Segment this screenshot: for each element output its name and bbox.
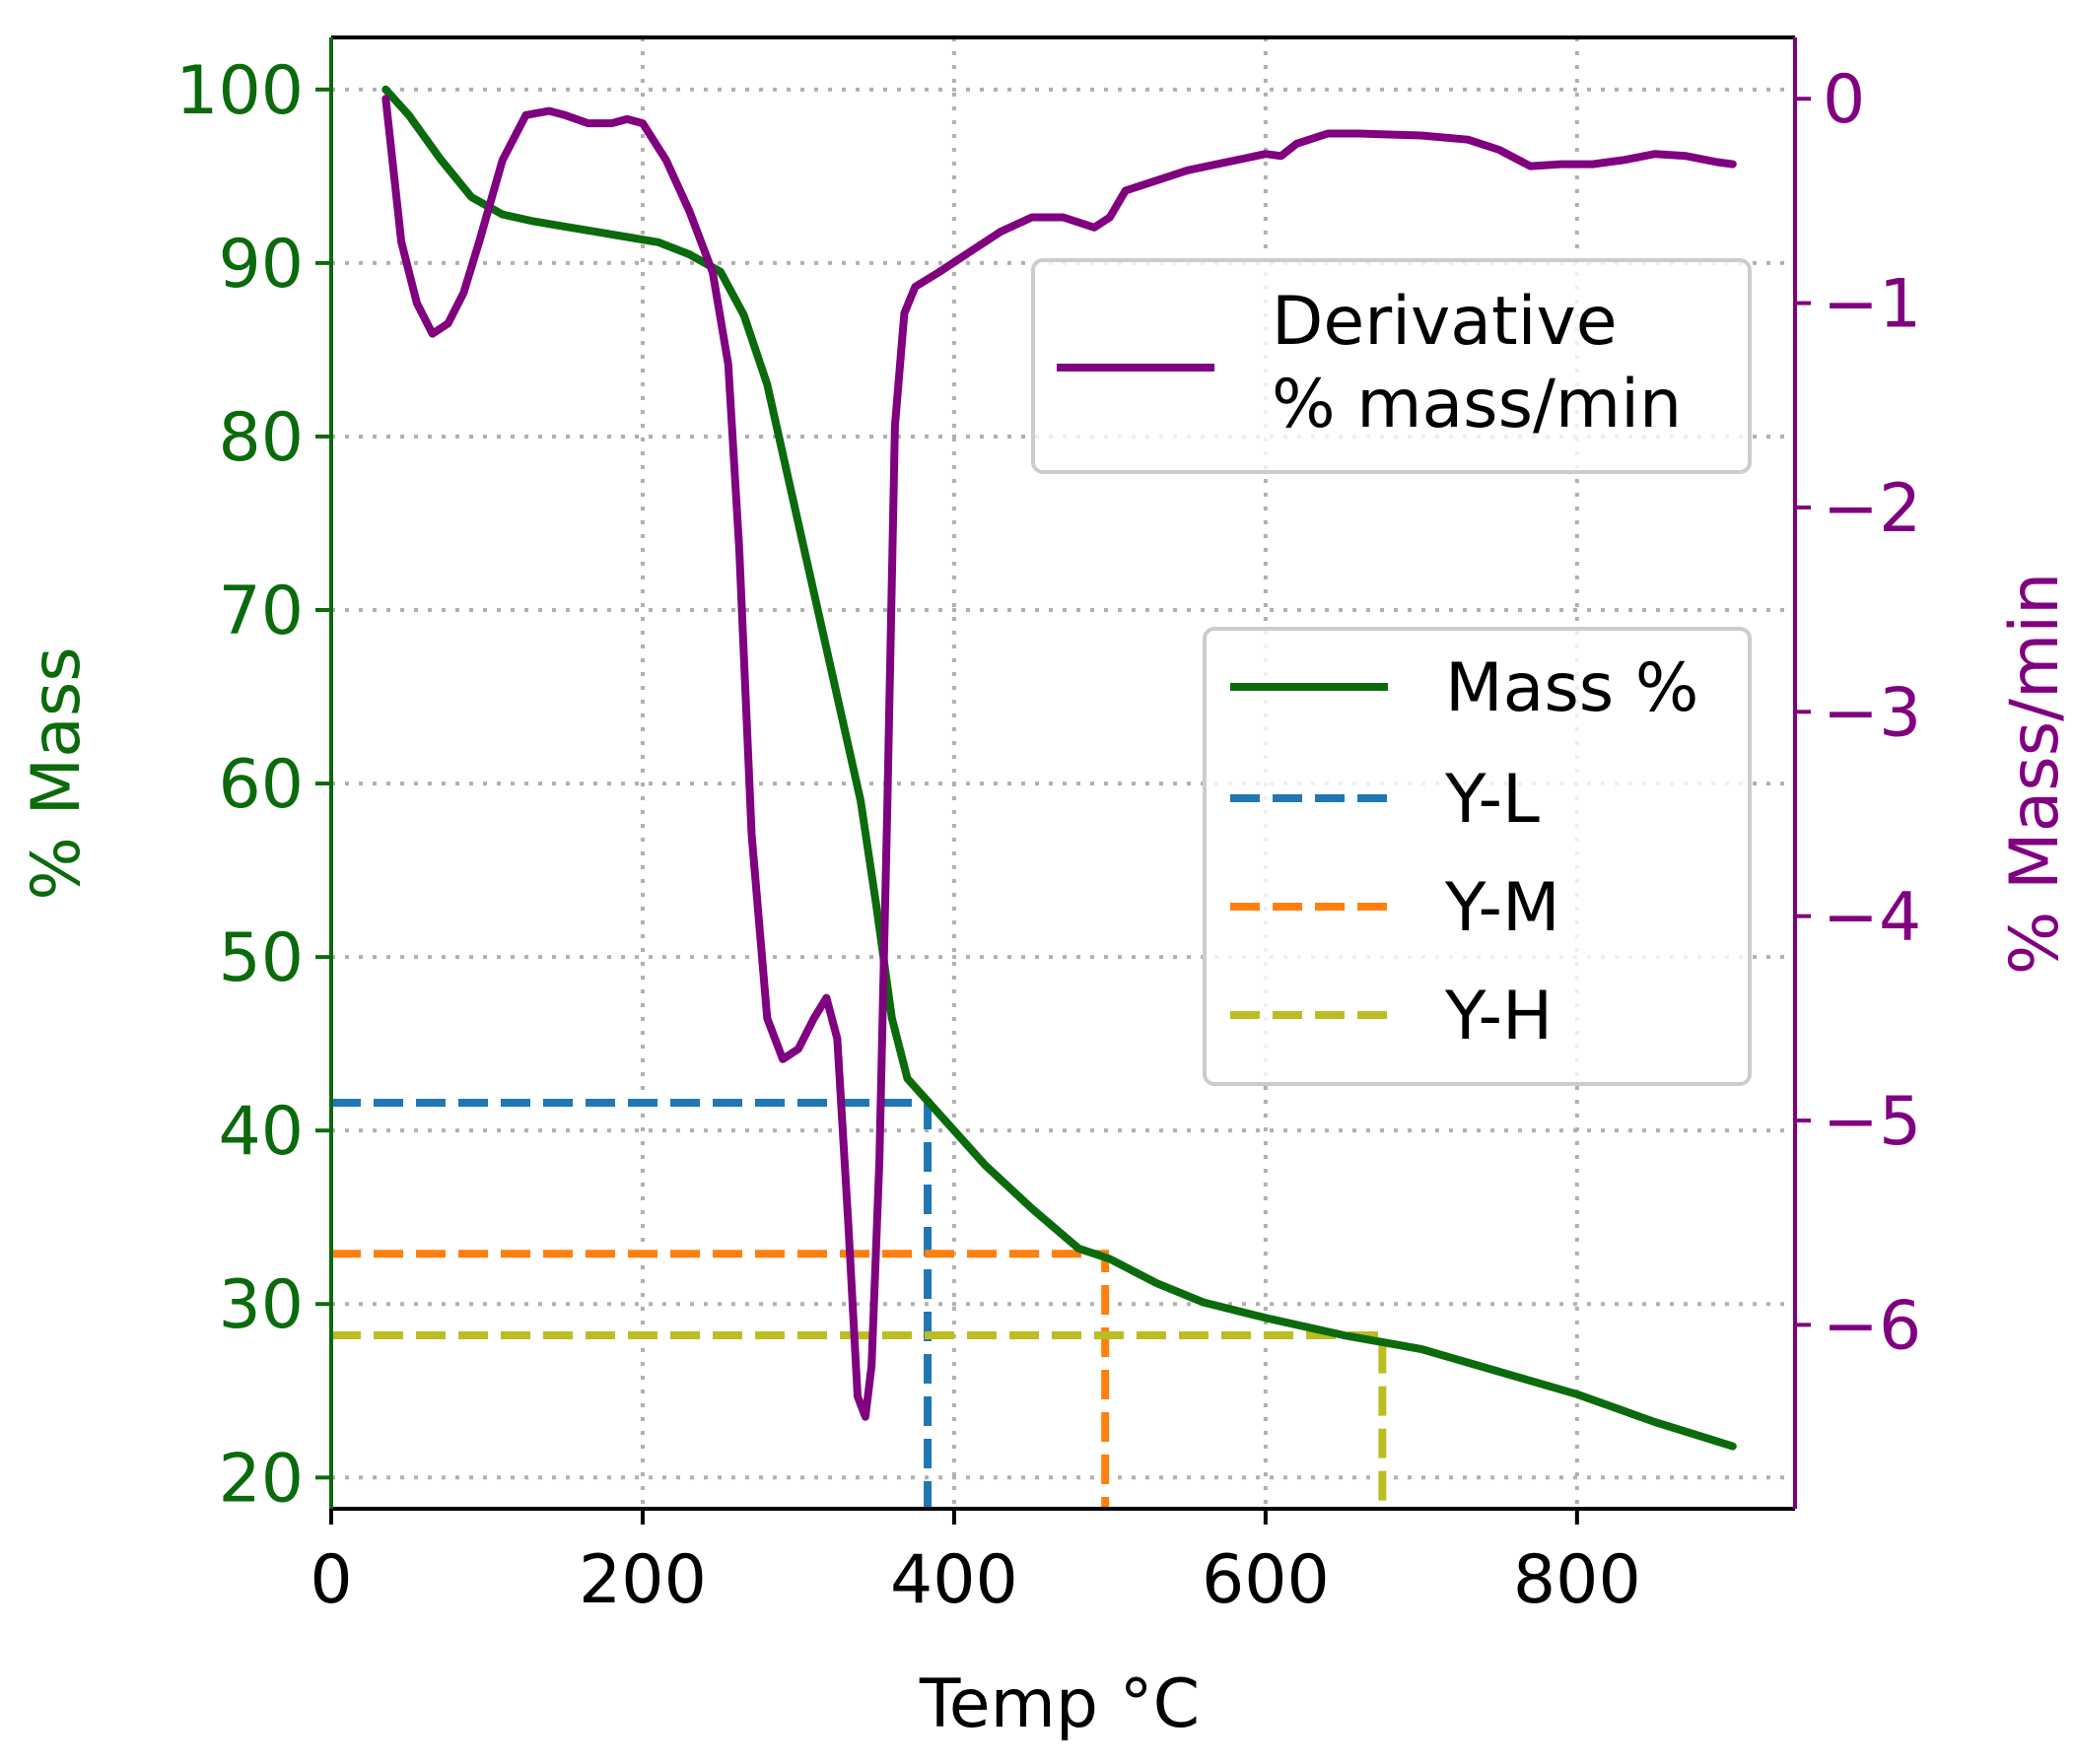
legend-derivative-label-line1: Derivative — [1272, 283, 1618, 361]
y-left-tick-label-5: 70 — [218, 573, 304, 650]
y-left-tick-label-2: 40 — [218, 1093, 304, 1171]
y-right-tick-label-1: −1 — [1823, 266, 1921, 344]
reference-line-y-h — [331, 1330, 1387, 1509]
x-tick-label-1: 200 — [579, 1541, 707, 1619]
ticks: 0 200 400 600 800 20 30 40 50 60 70 80 90 100 0 −1 −2 −3 −… — [175, 52, 1921, 1619]
y-left-tick-label-8: 100 — [175, 52, 304, 130]
x-tick-label-0: 0 — [310, 1541, 352, 1619]
legend-mass-frame — [1203, 627, 1752, 1086]
y-left-tick-label-3: 50 — [218, 919, 304, 997]
axes-frame — [329, 35, 1797, 1511]
derivative-series-line — [381, 95, 1737, 1421]
y-left-tick-label-7: 90 — [218, 226, 304, 304]
legend-y-m-label: Y-M — [1444, 869, 1560, 947]
y-right-tick-label-2: −2 — [1823, 470, 1921, 548]
x-tick-label-3: 600 — [1202, 1541, 1330, 1619]
legend-y-h-label: Y-H — [1444, 978, 1553, 1055]
y-left-tick-label-1: 30 — [218, 1266, 304, 1344]
legend-derivative: Derivative % mass/min — [1031, 258, 1752, 474]
y-right-tick-label-4: −4 — [1823, 879, 1921, 957]
y-axis-title-left: % Mass — [18, 646, 96, 900]
y-left-tick-label-0: 20 — [218, 1440, 304, 1518]
plot-area — [331, 85, 1737, 1509]
y-right-tick-label-6: −6 — [1823, 1287, 1921, 1365]
legend-mass: Mass % Y-L Y-M Y-H — [1203, 627, 1752, 1086]
y-axis-title-right: % Mass/min — [1996, 573, 2074, 976]
mass-series-line — [381, 85, 1737, 1451]
x-axis-title: Temp °C — [919, 1665, 1200, 1743]
legend-derivative-frame — [1031, 258, 1752, 474]
y-right-tick-label-0: 0 — [1823, 61, 1865, 139]
y-right-tick-label-5: −5 — [1823, 1083, 1921, 1161]
legend-mass-label: Mass % — [1445, 649, 1698, 727]
y-left-tick-label-6: 80 — [218, 399, 304, 477]
legend-y-l-label: Y-L — [1444, 761, 1540, 839]
y-left-tick-label-4: 60 — [218, 746, 304, 824]
legend-derivative-label-line2: % mass/min — [1272, 366, 1682, 443]
x-tick-label-4: 800 — [1513, 1541, 1641, 1619]
x-tick-label-2: 400 — [890, 1541, 1018, 1619]
y-right-tick-label-3: −3 — [1823, 674, 1921, 752]
